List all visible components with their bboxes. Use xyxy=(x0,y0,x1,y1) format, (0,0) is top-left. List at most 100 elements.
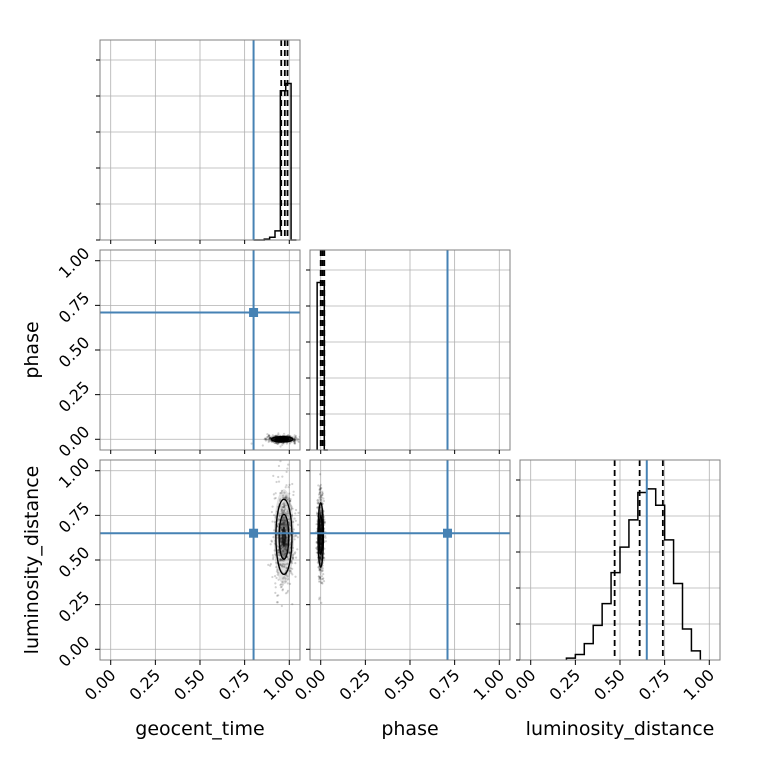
sample-point xyxy=(291,556,294,559)
sample-point xyxy=(280,522,283,525)
sample-point xyxy=(283,491,286,494)
sample-point xyxy=(277,518,280,521)
sample-point xyxy=(292,520,295,524)
sample-point xyxy=(284,520,288,523)
sample-point xyxy=(282,549,285,552)
sample-point xyxy=(281,443,284,447)
sample-point xyxy=(297,437,300,441)
sample-point xyxy=(275,576,278,580)
sample-point xyxy=(285,566,288,569)
sample-point xyxy=(275,561,278,564)
sample-point xyxy=(318,576,322,579)
panel-joint-distance-phase xyxy=(309,459,511,661)
sample-point xyxy=(282,559,285,562)
sample-point xyxy=(320,486,323,490)
contour-outer xyxy=(270,435,294,443)
sample-point xyxy=(282,523,286,527)
xtick-label: 0.50 xyxy=(380,665,419,704)
sample-point xyxy=(321,578,324,581)
sample-point xyxy=(284,577,287,580)
sample-point xyxy=(271,557,275,560)
sample-point xyxy=(324,536,327,539)
sample-point xyxy=(272,474,275,477)
sample-point xyxy=(280,559,283,562)
sample-point xyxy=(284,524,288,527)
sample-point xyxy=(264,438,267,441)
sample-point xyxy=(283,565,286,568)
sample-point xyxy=(321,492,324,495)
sample-point xyxy=(284,550,287,553)
sample-point xyxy=(286,498,289,501)
sample-point xyxy=(268,437,271,440)
ylabel-luminosity-distance: luminosity_distance xyxy=(21,466,43,655)
sample-point xyxy=(268,439,271,442)
sample-point xyxy=(285,442,288,445)
xlabel-geocent-time: geocent_time xyxy=(135,718,264,740)
sample-point xyxy=(294,436,297,439)
sample-point xyxy=(319,498,322,501)
sample-point xyxy=(285,504,288,507)
sample-point xyxy=(272,438,276,441)
truth-marker-luminosity_distance_vs_geocent_time xyxy=(249,528,259,538)
sample-point xyxy=(279,537,282,540)
sample-point xyxy=(320,601,323,605)
sample-point xyxy=(285,548,288,551)
sample-point xyxy=(293,434,296,437)
sample-point xyxy=(316,499,319,502)
sample-point xyxy=(318,485,322,488)
sample-point xyxy=(318,568,322,571)
sample-point xyxy=(279,563,282,566)
hist-step-luminosity_distance xyxy=(565,488,702,660)
sample-point xyxy=(288,442,292,445)
sample-point xyxy=(320,581,323,585)
sample-point xyxy=(293,437,296,441)
sample-point xyxy=(291,557,295,560)
sample-point xyxy=(275,441,278,445)
sample-point xyxy=(281,565,284,568)
sample-point xyxy=(280,537,283,540)
sample-point xyxy=(287,486,290,489)
sample-point xyxy=(288,502,291,505)
sample-point xyxy=(268,436,272,439)
sample-point xyxy=(293,442,296,445)
sample-point xyxy=(277,480,281,483)
sample-point xyxy=(318,488,321,491)
sample-point xyxy=(290,560,293,563)
sample-point xyxy=(279,583,282,587)
sample-point xyxy=(281,552,284,555)
sample-point xyxy=(324,534,327,538)
sample-point xyxy=(294,534,297,537)
sample-point xyxy=(304,438,306,440)
sample-point xyxy=(267,563,270,566)
sample-point xyxy=(315,541,318,544)
sample-point xyxy=(322,580,326,583)
sample-point xyxy=(285,470,288,474)
sample-point xyxy=(282,511,286,514)
sample-point xyxy=(277,464,281,468)
sample-point xyxy=(283,504,286,507)
sample-point xyxy=(317,498,320,501)
sample-point xyxy=(293,438,297,441)
sample-point xyxy=(292,553,295,556)
sample-point xyxy=(281,511,284,514)
sample-point xyxy=(278,559,281,563)
sample-point xyxy=(279,537,282,540)
sample-point xyxy=(282,565,286,568)
sample-point xyxy=(281,550,284,553)
sample-point xyxy=(319,576,322,579)
sample-point xyxy=(282,505,285,509)
sample-point xyxy=(283,554,286,557)
sample-point xyxy=(291,567,294,570)
sample-point xyxy=(293,438,296,441)
sample-point xyxy=(273,497,276,500)
sample-point xyxy=(282,432,286,435)
panel-joint-distance-geocent-time xyxy=(99,459,301,661)
sample-point xyxy=(294,575,297,578)
sample-point xyxy=(283,522,286,526)
sample-point xyxy=(323,520,327,523)
ytick-label: 0.25 xyxy=(55,587,94,626)
sample-point xyxy=(282,523,285,526)
sample-point xyxy=(283,563,287,566)
sample-point xyxy=(319,483,322,487)
sample-point xyxy=(281,496,285,499)
